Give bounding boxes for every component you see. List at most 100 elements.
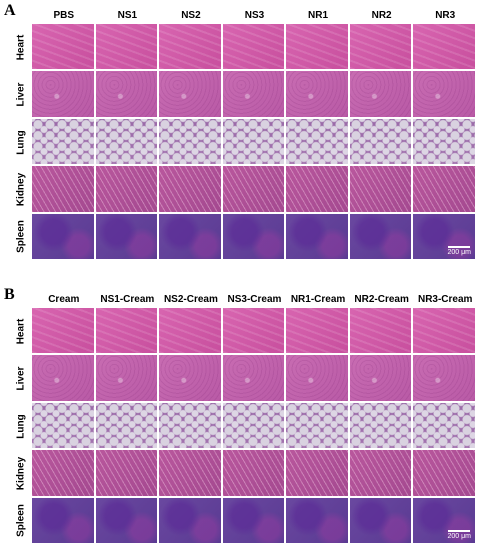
tissue-image — [413, 450, 475, 496]
column-label: PBS — [53, 10, 75, 21]
tissue-image: 200 μm — [413, 497, 475, 543]
panel-label: A — [4, 2, 16, 19]
tissue-image — [159, 71, 221, 117]
column-label: NR2 — [371, 10, 392, 21]
tissue-image — [222, 166, 285, 212]
panel-label: B — [4, 286, 15, 303]
tissue-image — [159, 118, 221, 165]
row-label: Spleen — [15, 220, 27, 254]
tissue-image — [286, 308, 348, 354]
tissue-image — [349, 24, 412, 70]
tissue-image — [95, 497, 158, 543]
column-label: NR3 — [435, 10, 456, 21]
tissue-image — [349, 402, 412, 449]
tissue-image — [159, 355, 221, 401]
tissue-image — [95, 450, 158, 496]
scale-line — [448, 529, 471, 532]
tissue-image — [413, 308, 475, 354]
tissue-image — [286, 71, 348, 117]
tissue-image — [222, 213, 285, 259]
scale-label: 200 μm — [447, 532, 471, 540]
tissue-image — [32, 308, 94, 354]
tissue-image — [32, 355, 94, 401]
tissue-image — [349, 118, 412, 165]
scale-line — [448, 245, 471, 248]
tissue-image — [413, 71, 475, 117]
column-label: NR2-Cream — [354, 294, 409, 305]
row-label: Liver — [15, 366, 27, 391]
scale-bar: 200 μm — [447, 529, 471, 540]
tissue-image — [95, 24, 158, 70]
row-label: Heart — [15, 34, 27, 60]
tissue-image — [159, 402, 221, 449]
tissue-image — [32, 118, 94, 165]
row-label: Spleen — [15, 504, 27, 538]
tissue-image — [95, 308, 158, 354]
tissue-image — [95, 213, 158, 259]
tissue-image — [32, 213, 94, 259]
tissue-image — [286, 118, 348, 165]
tissue-image — [32, 71, 94, 117]
tissue-image — [413, 166, 475, 212]
tissue-image — [349, 71, 412, 117]
row-label: Kidney — [15, 456, 27, 491]
tissue-image — [286, 213, 348, 259]
tissue-image — [222, 402, 285, 449]
tissue-image — [159, 166, 221, 212]
row-label: Lung — [15, 413, 27, 439]
scale-bar: 200 μm — [447, 245, 471, 256]
tissue-image — [222, 450, 285, 496]
tissue-image — [286, 402, 348, 449]
row-label: Kidney — [15, 172, 27, 207]
tissue-image — [159, 497, 221, 543]
tissue-image — [413, 355, 475, 401]
column-label: NS1-Cream — [100, 294, 155, 305]
tissue-image — [286, 497, 348, 543]
column-label: NR1-Cream — [290, 294, 346, 305]
column-label: NS2 — [181, 10, 201, 21]
column-label: NS3-Cream — [227, 294, 282, 305]
tissue-image — [222, 355, 285, 401]
tissue-image — [222, 308, 285, 354]
column-label: NS1 — [117, 10, 138, 21]
tissue-image — [32, 450, 94, 496]
column-label: NR1 — [308, 10, 329, 21]
tissue-image — [413, 402, 475, 449]
tissue-image — [95, 71, 158, 117]
tissue-image — [286, 166, 348, 212]
tissue-image: 200 μm — [413, 213, 475, 259]
tissue-image — [349, 308, 412, 354]
tissue-image — [95, 118, 158, 165]
tissue-image — [95, 166, 158, 212]
column-label: Cream — [48, 294, 80, 305]
tissue-image — [222, 118, 285, 165]
tissue-image — [413, 118, 475, 165]
tissue-image — [349, 213, 412, 259]
tissue-image — [159, 450, 221, 496]
scale-label: 200 μm — [447, 248, 471, 256]
tissue-image — [286, 24, 348, 70]
row-label: Heart — [15, 318, 27, 344]
tissue-image — [32, 24, 94, 70]
tissue-image — [349, 497, 412, 543]
tissue-image — [159, 308, 221, 354]
tissue-image — [32, 497, 94, 543]
tissue-image — [95, 402, 158, 449]
tissue-image — [349, 450, 412, 496]
tissue-image — [222, 497, 285, 543]
tissue-image — [95, 355, 158, 401]
tissue-image — [32, 166, 94, 212]
column-label: NR3-Cream — [417, 294, 473, 305]
tissue-image — [349, 166, 412, 212]
row-label: Liver — [15, 82, 27, 107]
tissue-image — [159, 213, 221, 259]
tissue-image — [349, 355, 412, 401]
tissue-image — [159, 24, 221, 70]
tissue-image — [286, 450, 348, 496]
tissue-image — [222, 24, 285, 70]
tissue-image — [32, 402, 94, 449]
tissue-image — [222, 71, 285, 117]
column-label: NS2-Cream — [163, 294, 218, 305]
row-label: Lung — [15, 129, 27, 155]
